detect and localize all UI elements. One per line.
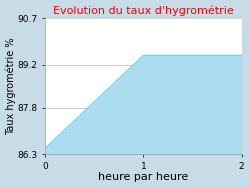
X-axis label: heure par heure: heure par heure (98, 172, 188, 182)
Title: Evolution du taux d'hygrométrie: Evolution du taux d'hygrométrie (53, 6, 234, 16)
Y-axis label: Taux hygrométrie %: Taux hygrométrie % (6, 38, 16, 135)
